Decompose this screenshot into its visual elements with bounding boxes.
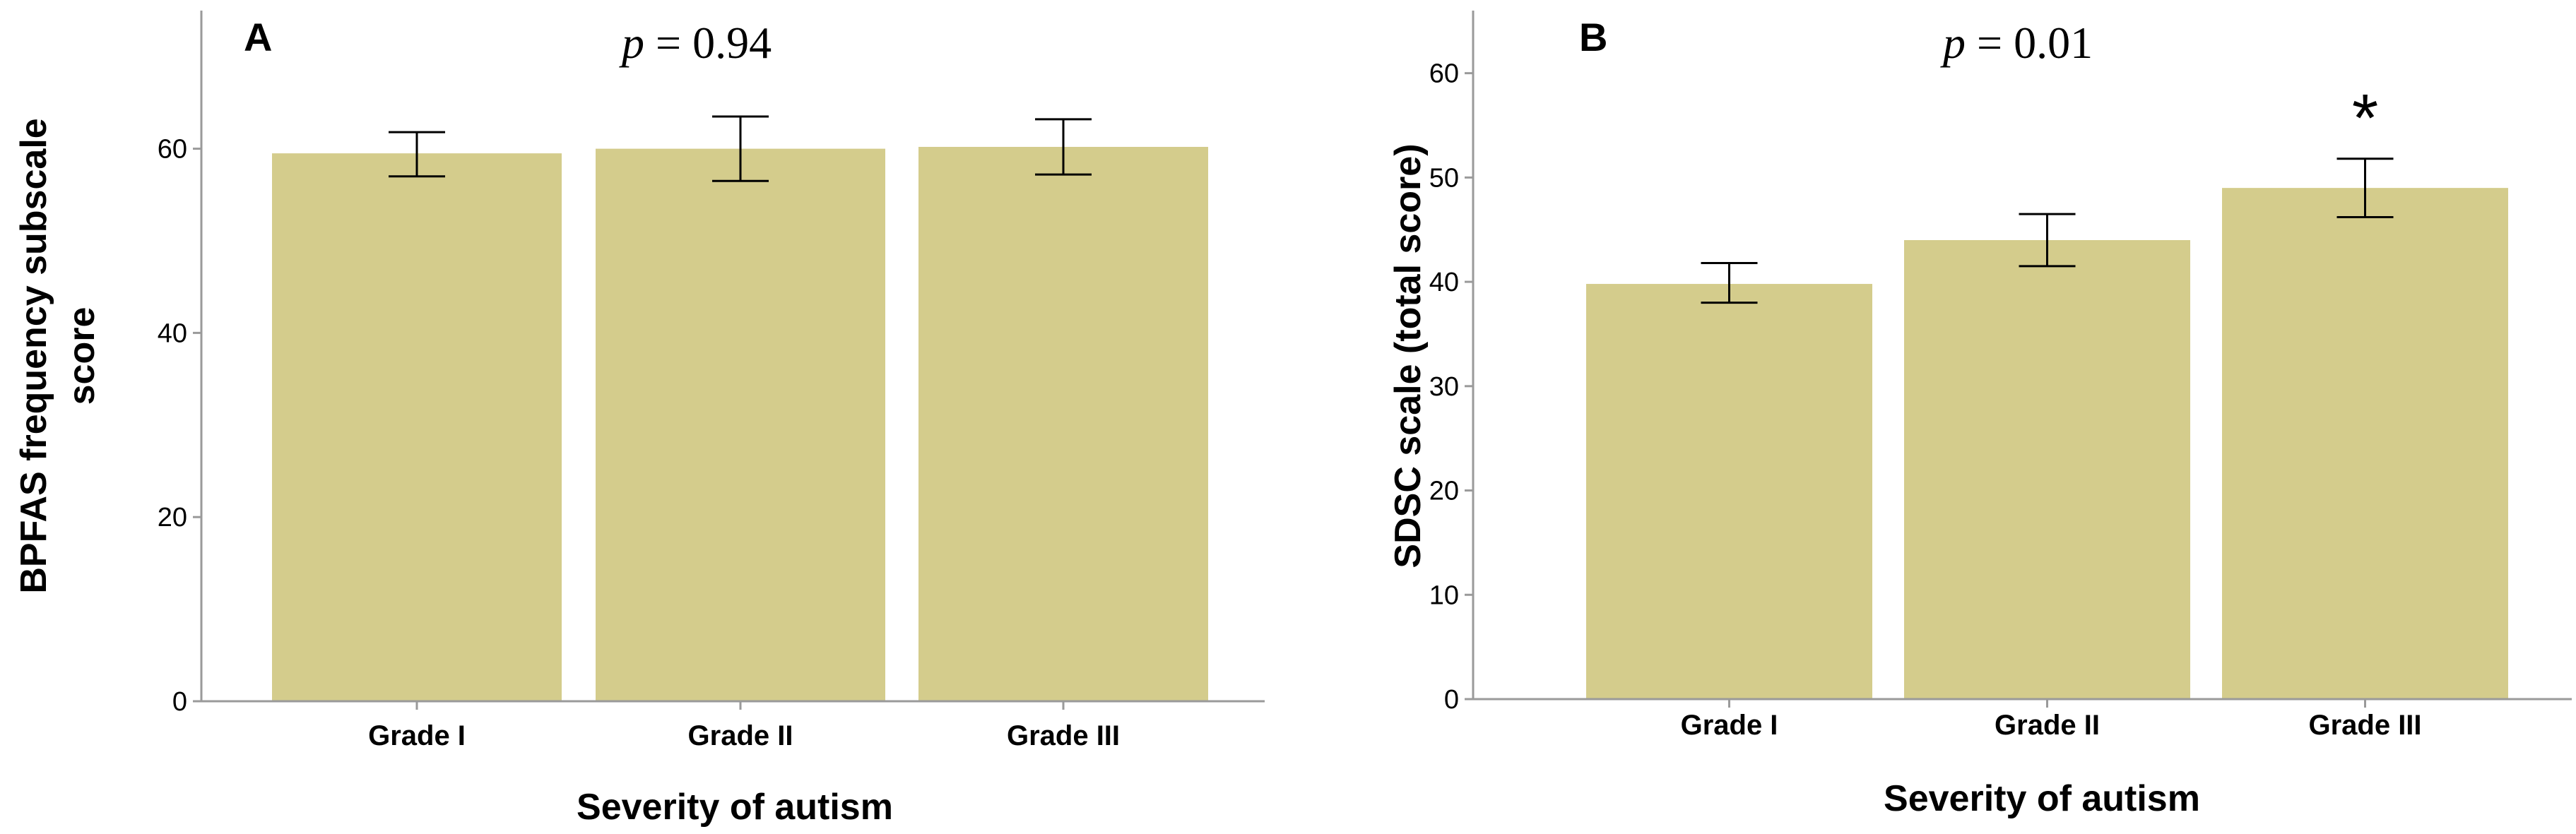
p-value-annotation: p = 0.94 (619, 18, 772, 68)
y-tick-label: 0 (1444, 685, 1459, 715)
x-tick-label: Grade II (1995, 710, 2100, 741)
y-tick-label: 60 (1429, 59, 1459, 89)
x-tick-label: Grade III (2308, 710, 2421, 741)
panel-a: 0 20 40 60 Grade I Grade II Grade III Severity … (13, 11, 1265, 828)
panel-label: A (244, 15, 272, 59)
x-axis-title: Severity of autism (1884, 778, 2200, 819)
significance-star: * (2352, 81, 2378, 156)
error-bar (1701, 262, 1758, 304)
y-axis-title-line: BPFAS frequency subscale (13, 118, 54, 593)
p-value-text: = 0.01 (1966, 18, 2093, 68)
y-tick-label: 50 (1429, 163, 1459, 193)
x-tick-label: Grade II (688, 720, 793, 751)
y-tick-label: 60 (158, 135, 187, 165)
y-tick-label: 30 (1429, 372, 1459, 402)
bar-grade-i (272, 153, 562, 701)
y-tick-label: 20 (1429, 477, 1459, 506)
x-tick-label: Grade I (1681, 710, 1778, 741)
bar-grade-ii (1904, 240, 2190, 699)
y-tick-label: 40 (1429, 268, 1459, 297)
error-bar (712, 115, 769, 182)
error-bar (2336, 157, 2394, 218)
y-tick-label: 40 (158, 318, 187, 348)
p-value-symbol: p (619, 18, 644, 68)
bar-grade-i (1586, 284, 1872, 700)
y-axis-title-line: SDSC scale (total score) (1388, 143, 1429, 568)
x-tick-label: Grade III (1007, 720, 1120, 751)
p-value-annotation: p = 0.01 (1940, 18, 2093, 68)
panel-label: B (1579, 15, 1607, 59)
bar-grade-ii (596, 148, 885, 702)
error-bar (1035, 118, 1092, 176)
y-axis-title-line: score (61, 307, 102, 405)
y-tick-label: 20 (158, 503, 187, 532)
p-value-symbol: p (1940, 18, 1966, 68)
bar-grade-iii (2222, 188, 2508, 699)
error-bar (389, 131, 445, 178)
x-axis-title: Severity of autism (577, 787, 893, 828)
x-tick-label: Grade I (368, 720, 466, 751)
y-tick-label: 10 (1429, 580, 1459, 610)
error-bar (2019, 213, 2076, 268)
y-tick-label: 0 (172, 687, 187, 717)
p-value-text: = 0.94 (644, 18, 772, 68)
panel-b: 0 10 20 30 40 50 60 Grade I Grade II Grade III Sev… (1388, 11, 2572, 819)
bar-grade-iii (918, 146, 1208, 701)
